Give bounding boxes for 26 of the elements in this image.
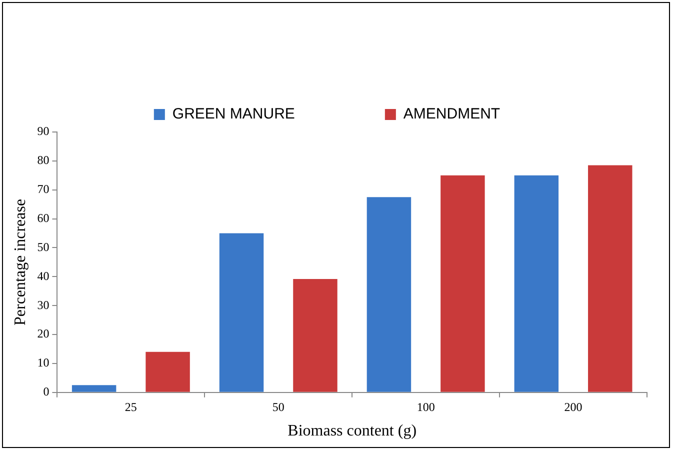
bar (72, 385, 116, 392)
x-tick-label: 25 (124, 400, 137, 414)
bar (440, 175, 485, 392)
y-tick-label: 90 (37, 124, 50, 138)
bar (514, 175, 559, 392)
bar (366, 197, 412, 392)
legend-label: GREEN MANURE (172, 106, 295, 123)
y-axis-title: Percentage increase (12, 198, 29, 326)
y-tick-label: 70 (37, 182, 50, 196)
y-tick-label: 30 (37, 298, 50, 312)
y-tick-label: 50 (37, 240, 50, 254)
y-tick-label: 10 (37, 356, 50, 370)
bar (219, 233, 264, 392)
legend-label: AMENDMENT (403, 106, 500, 123)
x-tick-label: 100 (416, 400, 435, 414)
y-tick-label: 80 (37, 153, 50, 168)
x-tick-label: 200 (564, 400, 582, 414)
bar (588, 165, 632, 392)
y-tick-label: 20 (37, 326, 50, 341)
y-tick-label: 0 (43, 384, 50, 399)
bar (293, 278, 338, 392)
bar (146, 352, 190, 392)
x-tick-label: 50 (272, 400, 284, 414)
x-axis-title: Biomass content (g) (288, 422, 417, 440)
y-tick-label: 40 (37, 268, 50, 283)
y-tick-label: 60 (37, 210, 50, 225)
